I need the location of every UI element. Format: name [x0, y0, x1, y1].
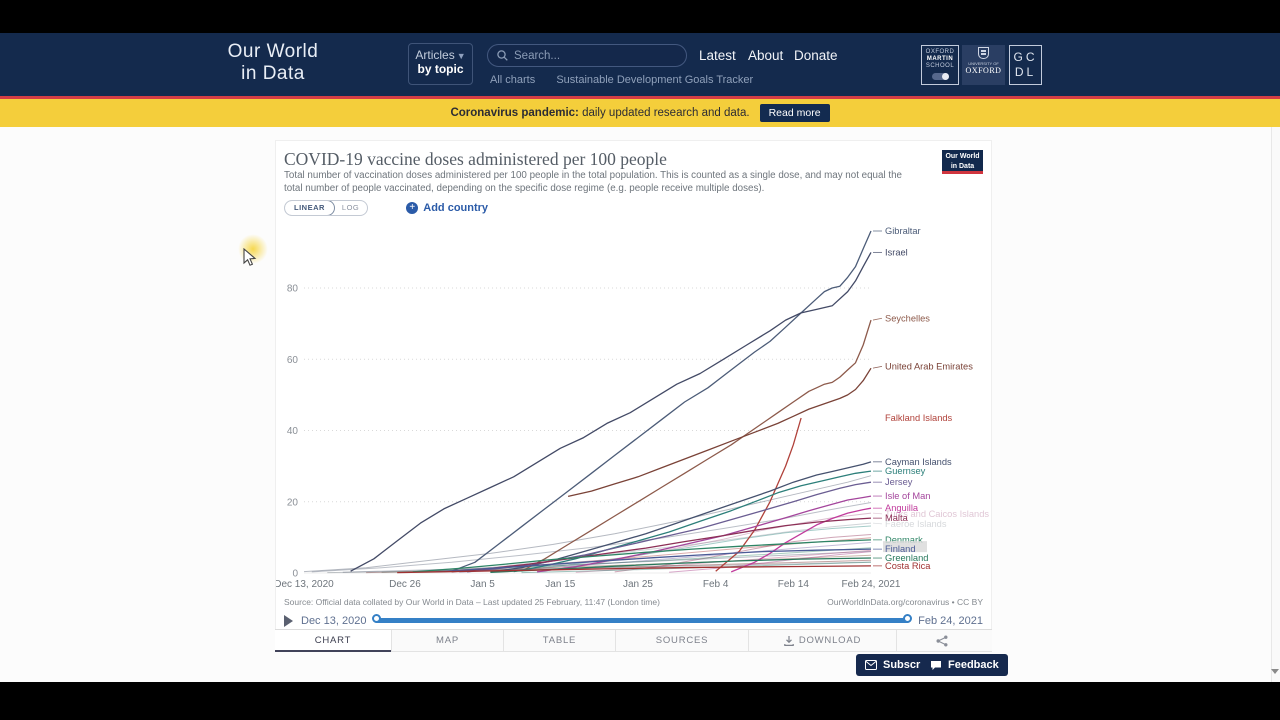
- tab-share[interactable]: [896, 630, 992, 652]
- svg-text:Jan 5: Jan 5: [470, 579, 495, 590]
- toggle-icon: [931, 73, 949, 80]
- tab-chart[interactable]: CHART: [275, 630, 391, 652]
- articles-by-topic-dropdown[interactable]: Articles ▼ by topic: [408, 43, 473, 85]
- svg-text:United Arab Emirates: United Arab Emirates: [885, 361, 973, 371]
- subnav-all-charts[interactable]: All charts: [490, 74, 536, 86]
- timeline-handle-end[interactable]: [903, 614, 913, 623]
- svg-text:0: 0: [292, 569, 298, 580]
- nav-donate[interactable]: Donate: [794, 48, 838, 63]
- download-icon: [784, 635, 799, 646]
- search-icon: [497, 50, 508, 61]
- svg-text:Israel: Israel: [885, 247, 908, 257]
- owid-logo-line1: Our World: [227, 41, 319, 62]
- header-subnav: All charts Sustainable Development Goals…: [490, 74, 771, 86]
- line-chart[interactable]: 0 20 40 60 80 Dec 13, 2020 Dec 26 Jan 5 Jan 15 Ja…: [276, 219, 993, 597]
- svg-text:Gibraltar: Gibraltar: [885, 226, 921, 236]
- banner-bold: Coronavirus pandemic:: [450, 107, 579, 119]
- university-of-oxford-logo[interactable]: UNIVERSITY OF OXFORD: [962, 45, 1005, 85]
- svg-text:Greenland: Greenland: [885, 553, 928, 563]
- svg-text:Jan 15: Jan 15: [545, 579, 575, 590]
- nav-latest[interactable]: Latest: [699, 48, 736, 63]
- oxford-crest-icon: [978, 47, 989, 59]
- timeline-start-date[interactable]: Dec 13, 2020: [301, 614, 367, 627]
- plus-circle-icon: +: [406, 202, 419, 214]
- svg-text:Finland: Finland: [885, 544, 916, 554]
- svg-text:Anguilla: Anguilla: [885, 503, 919, 513]
- svg-text:20: 20: [287, 497, 299, 508]
- svg-text:Dec 26: Dec 26: [389, 579, 421, 590]
- chart-title: COVID-19 vaccine doses administered per …: [284, 149, 667, 169]
- subnav-sdg-tracker[interactable]: Sustainable Development Goals Tracker: [556, 74, 754, 86]
- search-box[interactable]: [487, 44, 687, 67]
- page-content: Our World in Data COVID-19 vaccine doses…: [0, 127, 1280, 682]
- search-input[interactable]: [514, 49, 674, 62]
- svg-text:Cayman Islands: Cayman Islands: [885, 457, 952, 467]
- svg-text:Isle of Man: Isle of Man: [885, 491, 930, 501]
- chevron-down-icon: ▼: [456, 51, 466, 61]
- scrollbar-down-arrow-icon[interactable]: [1271, 669, 1279, 674]
- speech-bubble-icon: [930, 660, 948, 671]
- nav-about[interactable]: About: [748, 48, 784, 63]
- page-scrollbar[interactable]: [1271, 127, 1280, 682]
- svg-text:Denmark: Denmark: [885, 535, 923, 545]
- chart-tabs: CHART MAP TABLE SOURCES DOWNLOAD: [275, 629, 992, 652]
- owid-chart-badge: Our World in Data: [942, 150, 983, 174]
- envelope-icon: [865, 660, 883, 670]
- play-icon[interactable]: [284, 614, 293, 627]
- svg-text:Feb 24, 2021: Feb 24, 2021: [842, 579, 901, 590]
- chart-controls: LINEAR LOG + Add country: [284, 200, 488, 216]
- svg-text:Jan 25: Jan 25: [623, 579, 653, 590]
- add-country-button[interactable]: + Add country: [406, 202, 488, 214]
- chart-subtitle: Total number of vaccination doses admini…: [284, 170, 902, 194]
- svg-text:Feb 4: Feb 4: [703, 579, 729, 590]
- owid-logo-line2: in Data: [241, 63, 305, 84]
- banner-text: daily updated research and data.: [578, 107, 750, 119]
- source-row: Source: Official data collated by Our Wo…: [284, 597, 983, 607]
- share-icon: [936, 635, 953, 647]
- timeline-end-date[interactable]: Feb 24, 2021: [918, 614, 983, 627]
- svg-text:Guernsey: Guernsey: [885, 466, 926, 476]
- tab-sources[interactable]: SOURCES: [615, 630, 748, 652]
- svg-text:Jersey: Jersey: [885, 477, 913, 487]
- site-header: Our World in Data Articles▼ by topic All…: [0, 33, 1280, 96]
- svg-text:Faeroe Islands: Faeroe Islands: [885, 519, 947, 529]
- timeline-slider[interactable]: [372, 614, 913, 623]
- svg-text:40: 40: [287, 426, 299, 437]
- linear-scale-button[interactable]: LINEAR: [285, 201, 335, 215]
- scale-toggle: LINEAR LOG: [284, 200, 369, 216]
- source-link[interactable]: OurWorldInData.org/coronavirus • CC BY: [827, 597, 983, 607]
- svg-text:Dec 13, 2020: Dec 13, 2020: [276, 579, 334, 590]
- svg-text:Turks and Caicos Islands: Turks and Caicos Islands: [885, 509, 989, 519]
- svg-text:Falkland Islands: Falkland Islands: [885, 413, 953, 423]
- articles-sub-label: by topic: [417, 62, 464, 76]
- source-text: Source: Official data collated by Our Wo…: [284, 597, 660, 607]
- svg-text:Costa Rica: Costa Rica: [885, 561, 931, 571]
- gcdl-logo[interactable]: GC DL: [1009, 45, 1042, 85]
- svg-text:60: 60: [287, 355, 299, 366]
- covid-banner: Coronavirus pandemic: daily updated rese…: [0, 96, 1280, 127]
- timeline: Dec 13, 2020 Feb 24, 2021: [284, 611, 983, 630]
- feedback-button[interactable]: Feedback: [921, 654, 1008, 676]
- chart-card: Our World in Data COVID-19 vaccine doses…: [275, 140, 992, 652]
- timeline-handle-start[interactable]: [372, 614, 382, 623]
- tab-map[interactable]: MAP: [391, 630, 503, 652]
- mouse-cursor: [243, 248, 257, 266]
- oxford-martin-school-logo[interactable]: OXFORD MARTIN SCHOOL: [921, 45, 959, 85]
- articles-label: Articles: [415, 48, 455, 62]
- read-more-button[interactable]: Read more: [759, 104, 830, 122]
- svg-text:Seychelles: Seychelles: [885, 313, 930, 323]
- owid-logo[interactable]: Our World in Data: [218, 41, 328, 85]
- tab-table[interactable]: TABLE: [503, 630, 615, 652]
- tab-download[interactable]: DOWNLOAD: [748, 630, 896, 652]
- svg-text:Malta: Malta: [885, 513, 909, 523]
- svg-text:Feb 14: Feb 14: [778, 579, 810, 590]
- svg-text:80: 80: [287, 284, 299, 295]
- log-scale-button[interactable]: LOG: [341, 203, 360, 212]
